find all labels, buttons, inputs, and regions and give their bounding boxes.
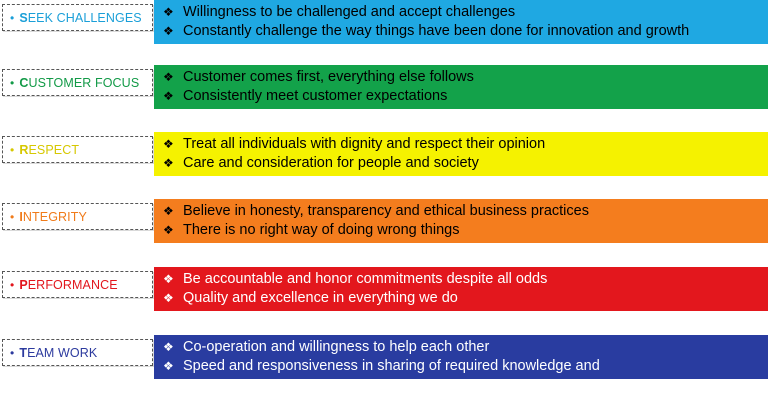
value-description-band: ❖ Be accountable and honor commitments de… xyxy=(154,267,768,311)
description-line: ❖ There is no right way of doing wrong th… xyxy=(163,221,768,240)
description-text: Customer comes first, everything else fo… xyxy=(183,69,474,85)
description-text: Care and consideration for people and so… xyxy=(183,155,479,171)
diamond-bullet-icon: ❖ xyxy=(163,5,174,19)
diamond-bullet-icon: ❖ xyxy=(163,272,174,286)
value-label-initial: S xyxy=(19,10,28,25)
bullet-icon: • xyxy=(10,209,15,224)
description-line: ❖ Consistently meet customer expectations xyxy=(163,87,768,106)
diamond-bullet-icon: ❖ xyxy=(163,70,174,84)
value-label-initial: R xyxy=(19,142,29,157)
description-line: ❖ Quality and excellence in everything we… xyxy=(163,289,768,308)
value-label: • I NTEGRITY xyxy=(2,203,153,230)
diamond-bullet-icon: ❖ xyxy=(163,156,174,170)
value-label-text: NTEGRITY xyxy=(22,209,87,224)
value-label: • C USTOMER FOCUS xyxy=(2,69,153,96)
diamond-bullet-icon: ❖ xyxy=(163,204,174,218)
description-line: ❖ Believe in honesty, transparency and et… xyxy=(163,202,768,221)
description-text: Co-operation and willingness to help eac… xyxy=(183,339,490,355)
bullet-icon: • xyxy=(10,345,15,360)
value-label-text: EAM WORK xyxy=(27,345,98,360)
description-text: Willingness to be challenged and accept … xyxy=(183,4,516,20)
value-label-initial: T xyxy=(19,345,28,360)
description-line: ❖ Treat all individuals with dignity and … xyxy=(163,135,768,154)
description-text: Quality and excellence in everything we … xyxy=(183,290,458,306)
value-label-initial: I xyxy=(19,209,23,224)
description-text: Consistently meet customer expectations xyxy=(183,88,448,104)
value-description-band: ❖ Customer comes first, everything else f… xyxy=(154,65,768,109)
value-description-band: ❖ Treat all individuals with dignity and … xyxy=(154,132,768,176)
diamond-bullet-icon: ❖ xyxy=(163,291,174,305)
description-text: Constantly challenge the way things have… xyxy=(183,23,690,39)
diamond-bullet-icon: ❖ xyxy=(163,340,174,354)
description-text: Treat all individuals with dignity and r… xyxy=(183,136,546,152)
value-label-text: ERFORMANCE xyxy=(27,277,118,292)
description-line: ❖ Constantly challenge the way things hav… xyxy=(163,22,768,41)
description-text: Believe in honesty, transparency and eth… xyxy=(183,203,589,219)
description-line: ❖ Co-operation and willingness to help ea… xyxy=(163,338,768,357)
bullet-icon: • xyxy=(10,10,15,25)
description-text: There is no right way of doing wrong thi… xyxy=(183,222,460,238)
value-label: • S EEK CHALLENGES xyxy=(2,4,153,31)
description-line: ❖ Willingness to be challenged and accept… xyxy=(163,3,768,22)
bullet-icon: • xyxy=(10,142,15,157)
diamond-bullet-icon: ❖ xyxy=(163,24,174,38)
description-text: Speed and responsiveness in sharing of r… xyxy=(183,358,600,374)
description-text: Be accountable and honor commitments des… xyxy=(183,271,548,287)
value-label-text: USTOMER FOCUS xyxy=(28,75,140,90)
description-line: ❖ Customer comes first, everything else f… xyxy=(163,68,768,87)
value-description-band: ❖ Willingness to be challenged and accept… xyxy=(154,0,768,44)
value-label: • T EAM WORK xyxy=(2,339,153,366)
value-label-text: ESPECT xyxy=(28,142,80,157)
value-description-band: ❖ Co-operation and willingness to help ea… xyxy=(154,335,768,379)
diamond-bullet-icon: ❖ xyxy=(163,137,174,151)
bullet-icon: • xyxy=(10,277,15,292)
description-line: ❖ Care and consideration for people and s… xyxy=(163,154,768,173)
description-line: ❖ Be accountable and honor commitments de… xyxy=(163,270,768,289)
bullet-icon: • xyxy=(10,75,15,90)
value-label: • R ESPECT xyxy=(2,136,153,163)
value-label-initial: C xyxy=(19,75,29,90)
value-description-band: ❖ Believe in honesty, transparency and et… xyxy=(154,199,768,243)
diamond-bullet-icon: ❖ xyxy=(163,223,174,237)
value-label-initial: P xyxy=(19,277,28,292)
value-label: • P ERFORMANCE xyxy=(2,271,153,298)
diamond-bullet-icon: ❖ xyxy=(163,359,174,373)
value-label-text: EEK CHALLENGES xyxy=(27,10,142,25)
description-line: ❖ Speed and responsiveness in sharing of … xyxy=(163,357,768,376)
diamond-bullet-icon: ❖ xyxy=(163,89,174,103)
